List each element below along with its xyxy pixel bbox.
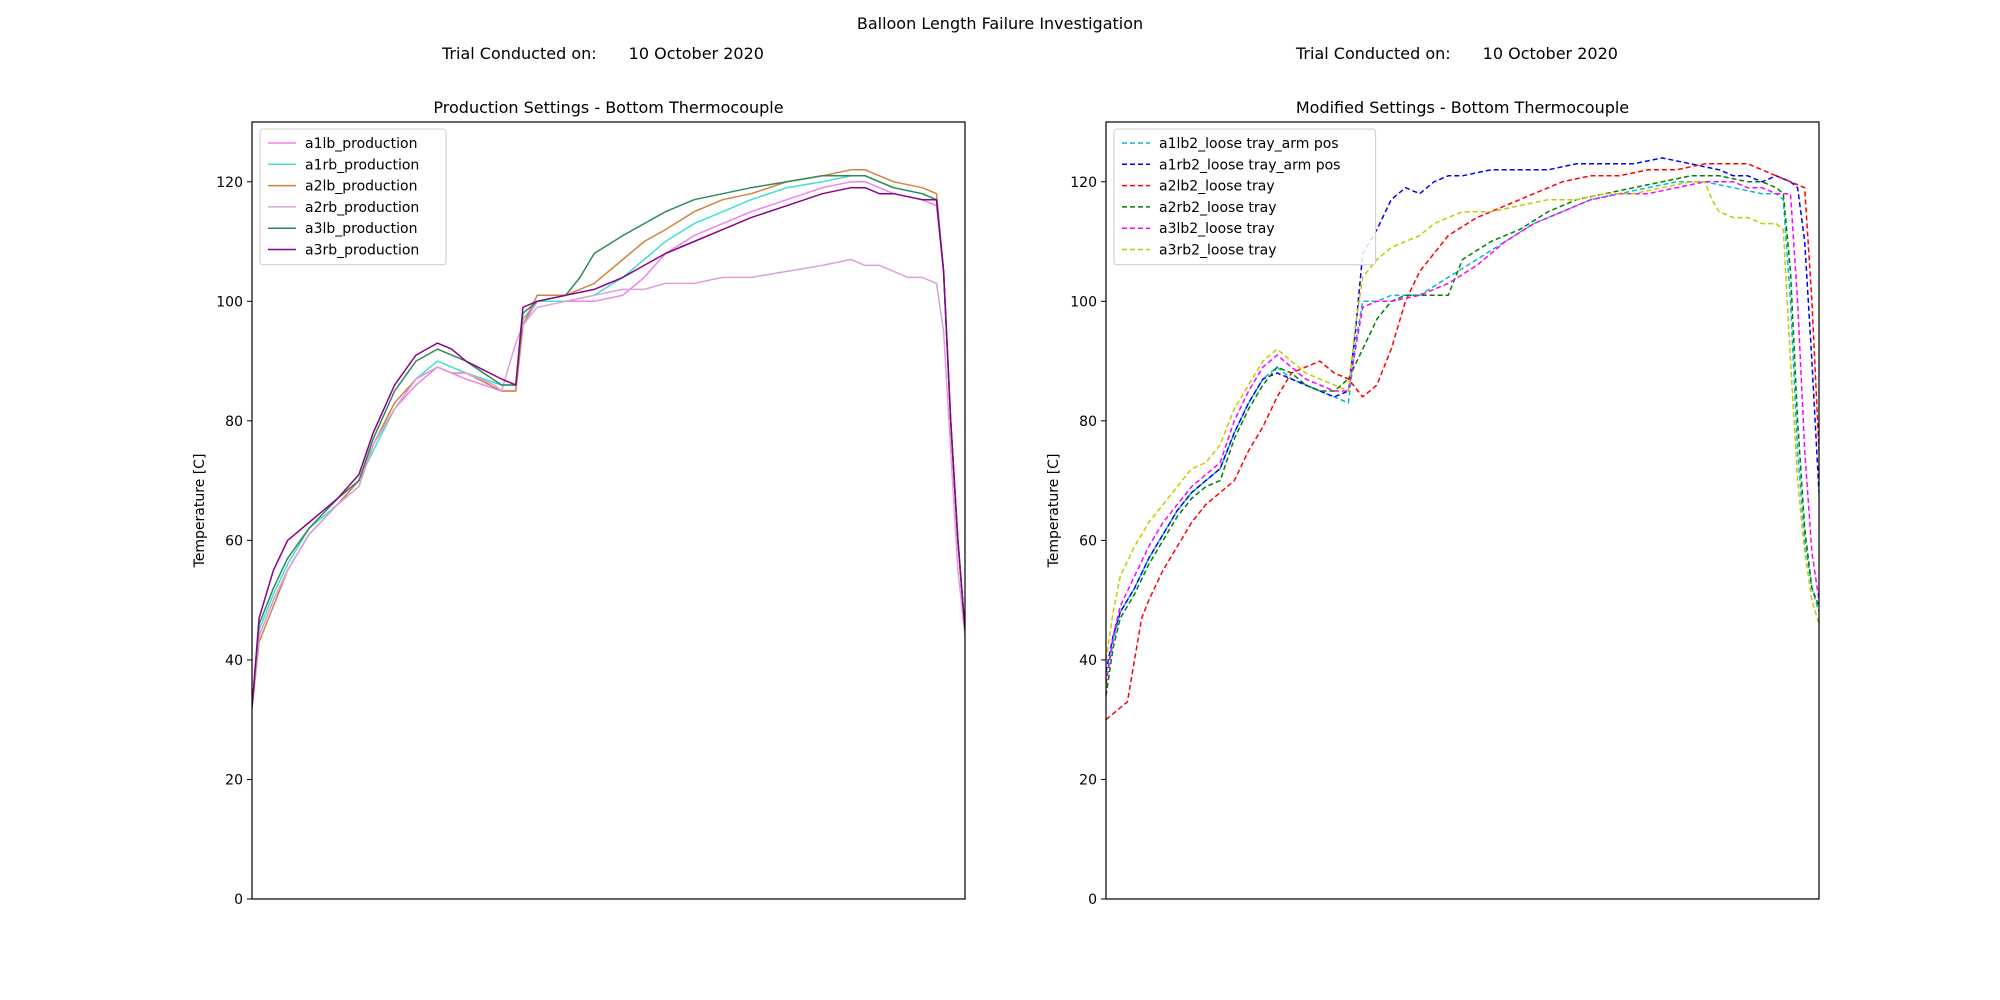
y-tick-label: 60 — [1079, 533, 1097, 549]
figure-title: Balloon Length Failure Investigation — [856, 14, 1144, 33]
chart-title: Production Settings - Bottom Thermocoupl… — [433, 98, 783, 117]
legend-label: a1lb_production — [305, 136, 417, 152]
y-tick-label: 120 — [216, 175, 243, 191]
axes-frame — [1105, 121, 1820, 900]
legend-label: a1lb2_loose tray_arm pos — [1159, 136, 1339, 152]
trial-label-right: Trial Conducted on: — [1296, 44, 1451, 63]
series-line-a2rb2-loose-tray — [1106, 175, 1819, 696]
y-tick-label: 60 — [225, 533, 243, 549]
legend-label: a3lb2_loose tray — [1159, 221, 1275, 237]
trial-info-left: Trial Conducted on: 10 October 2020 — [442, 44, 764, 63]
series-line-a3rb-production — [252, 186, 965, 708]
y-tick-label: 100 — [1070, 294, 1097, 310]
legend-label: a2rb_production — [305, 200, 419, 216]
y-tick-label: 0 — [1088, 892, 1097, 908]
legend: a1lb2_loose tray_arm pos a1rb2_loose tray… — [1113, 128, 1377, 266]
legend-box — [1113, 128, 1377, 266]
legend-label: a3lb_production — [305, 221, 417, 237]
axes-frame — [251, 121, 966, 900]
series-line-a2rb-production — [252, 258, 965, 708]
y-tick-label: 0 — [234, 892, 243, 908]
plot-area — [1106, 157, 1819, 721]
trial-date-left: 10 October 2020 — [628, 44, 764, 63]
y-tick-label: 120 — [1070, 175, 1097, 191]
y-tick-label: 20 — [225, 772, 243, 788]
series-line-a3rb2-loose-tray — [1106, 181, 1819, 661]
legend-box — [259, 128, 447, 266]
legend-label: a3rb_production — [305, 243, 419, 259]
y-tick-label: 100 — [216, 294, 243, 310]
chart-title: Modified Settings - Bottom Thermocouple — [1296, 98, 1629, 117]
legend-label: a1rb2_loose tray_arm pos — [1159, 157, 1340, 173]
legend-label: a2lb_production — [305, 179, 417, 195]
trial-date-right: 10 October 2020 — [1482, 44, 1618, 63]
series-line-a3lb2-loose-tray — [1106, 181, 1819, 684]
y-tick-label: 40 — [225, 653, 243, 669]
plot-area — [252, 169, 965, 708]
trial-label-left: Trial Conducted on: — [442, 44, 597, 63]
y-axis-label: Temperature [C] — [192, 454, 208, 569]
legend: a1lb_production a1rb_production a2lb_produ… — [259, 128, 447, 266]
y-axis-label: Temperature [C] — [1046, 454, 1062, 569]
trial-info-right: Trial Conducted on: 10 October 2020 — [1296, 44, 1618, 63]
series-line-a3lb-production — [252, 175, 965, 708]
y-tick-label: 40 — [1079, 653, 1097, 669]
legend-label: a2rb2_loose tray — [1159, 200, 1277, 216]
series-line-a2lb2-loose-tray — [1106, 163, 1819, 721]
y-tick-label: 20 — [1079, 772, 1097, 788]
legend-label: a1rb_production — [305, 157, 419, 173]
y-tick-label: 80 — [1079, 414, 1097, 430]
legend-label: a2lb2_loose tray — [1159, 179, 1275, 195]
y-tick-label: 80 — [225, 414, 243, 430]
legend-label: a3rb2_loose tray — [1159, 243, 1277, 259]
series-line-a1rb2-loose-tray-arm-pos — [1106, 157, 1819, 673]
